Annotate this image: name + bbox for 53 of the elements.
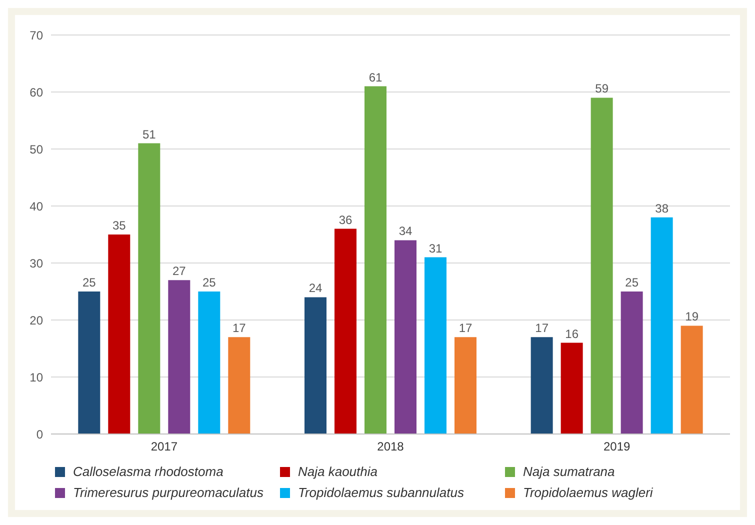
- data-label: 17: [535, 321, 549, 336]
- y-tick-label: 20: [30, 313, 44, 328]
- x-tick-label: 2017: [150, 440, 178, 454]
- x-tick-label: 2019: [603, 440, 631, 454]
- legend-label: Tropidolaemus subannulatus: [298, 485, 464, 500]
- bar: [650, 217, 673, 434]
- data-label: 19: [685, 310, 699, 324]
- data-label: 59: [595, 82, 609, 96]
- data-label: 25: [202, 276, 216, 290]
- bar: [138, 143, 160, 434]
- legend-label: Trimeresurus purpureomaculatus: [73, 485, 264, 500]
- bar: [394, 240, 416, 434]
- data-label: 61: [368, 70, 382, 84]
- bar: [364, 86, 386, 434]
- legend-label: Naja sumatrana: [523, 464, 615, 479]
- data-label: 51: [142, 127, 156, 142]
- y-tick-label: 50: [30, 142, 44, 156]
- bar: [304, 297, 326, 434]
- y-tick-label: 60: [30, 85, 44, 100]
- y-tick-label: 30: [30, 256, 44, 270]
- y-tick-label: 40: [30, 199, 44, 214]
- bar: [620, 292, 643, 434]
- bar: [680, 326, 703, 434]
- x-tick-label: 2018: [377, 440, 404, 454]
- y-tick-label: 10: [30, 370, 44, 384]
- bar: [168, 280, 190, 434]
- data-label: 36: [338, 212, 352, 227]
- bar: [198, 292, 220, 434]
- bar: [228, 337, 250, 434]
- legend-label: Tropidolaemus wagleri: [523, 485, 653, 500]
- bar: [108, 234, 130, 434]
- legend-label: Calloselasma rhodostoma: [73, 464, 224, 479]
- data-label: 17: [232, 321, 246, 336]
- data-label: 38: [655, 201, 669, 216]
- data-label: 34: [398, 224, 412, 238]
- data-label: 17: [458, 321, 472, 336]
- data-label: 25: [625, 276, 639, 290]
- bar: [78, 292, 100, 434]
- bar: [590, 98, 613, 434]
- bar: [424, 257, 446, 434]
- data-label: 31: [428, 241, 442, 256]
- bar: [530, 337, 553, 434]
- bar: [334, 228, 356, 434]
- data-label: 27: [172, 264, 186, 278]
- bar: [560, 342, 583, 434]
- y-tick-label: 0: [36, 427, 44, 442]
- data-label: 25: [82, 276, 96, 290]
- data-label: 16: [565, 326, 579, 341]
- y-tick-label: 70: [30, 28, 44, 42]
- data-label: 35: [112, 218, 126, 232]
- legend-label: Naja kaouthia: [298, 464, 378, 479]
- data-label: 24: [308, 281, 322, 296]
- bar: [454, 337, 476, 434]
